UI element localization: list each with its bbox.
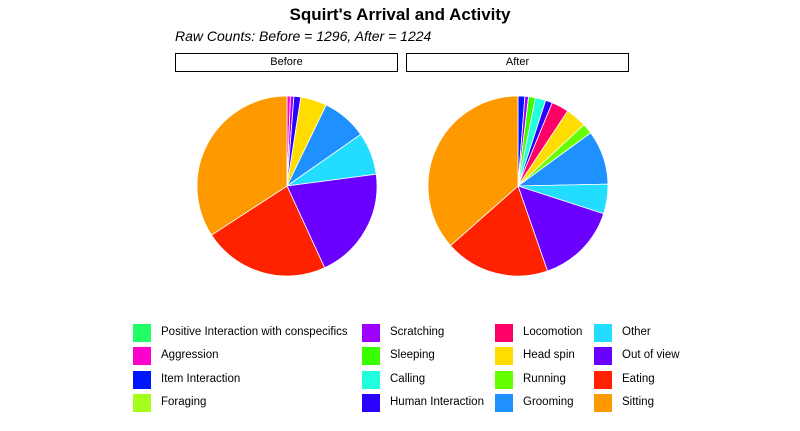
legend-label: Other (622, 326, 651, 338)
pie-slice-after-sitting (427, 95, 519, 247)
legend-key (133, 371, 151, 389)
legend-label: Item Interaction (161, 373, 241, 385)
legend-key (362, 394, 380, 412)
legend-key (594, 324, 612, 342)
pie-slice-after-out-of-view (517, 185, 605, 272)
legend-key (362, 347, 380, 365)
legend-label: Sitting (622, 396, 654, 408)
legend-label: Aggression (161, 349, 219, 361)
legend-label: Human Interaction (390, 396, 484, 408)
legend-key (495, 347, 513, 365)
pie-slice-before-eating (211, 185, 326, 277)
legend-key (495, 324, 513, 342)
legend-key (133, 347, 151, 365)
legend-label: Grooming (523, 396, 574, 408)
legend-label: Running (523, 373, 566, 385)
legend-key (594, 347, 612, 365)
legend-key (495, 394, 513, 412)
pie-after (427, 95, 609, 277)
legend-key (362, 324, 380, 342)
legend-key (362, 371, 380, 389)
legend-label: Positive Interaction with conspecifics (161, 326, 348, 338)
panel-label-after: After (406, 53, 629, 72)
legend-key (495, 371, 513, 389)
legend-label: Eating (622, 373, 655, 385)
legend-key (594, 394, 612, 412)
legend-key (133, 324, 151, 342)
legend-label: Head spin (523, 349, 575, 361)
legend-label: Foraging (161, 396, 207, 408)
panel-label-before: Before (175, 53, 398, 72)
legend-label: Scratching (390, 326, 445, 338)
legend-label: Out of view (622, 349, 680, 361)
chart-subtitle: Raw Counts: Before = 1296, After = 1224 (175, 28, 432, 44)
legend-key (594, 371, 612, 389)
pie-before (196, 95, 378, 277)
pie-slice-before-out-of-view (286, 173, 378, 269)
legend-label: Sleeping (390, 349, 435, 361)
pie-slice-before-sitting (196, 95, 288, 236)
legend-label: Calling (390, 373, 426, 385)
chart-title: Squirt's Arrival and Activity (289, 5, 511, 24)
legend-key (133, 394, 151, 412)
legend-label: Locomotion (523, 326, 583, 338)
pie-slice-after-eating (449, 185, 548, 277)
